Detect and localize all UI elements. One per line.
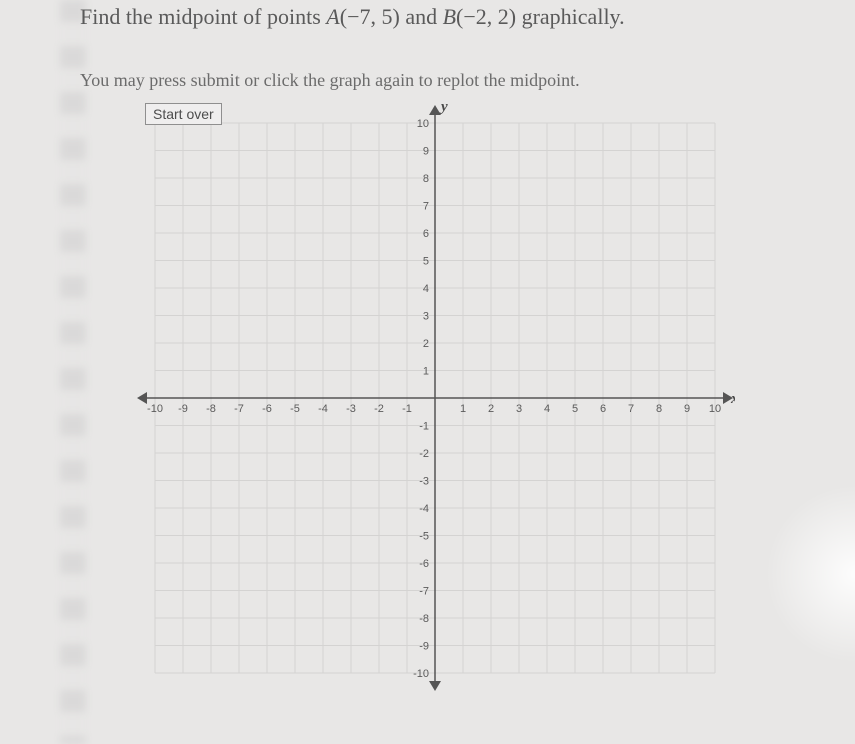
- title-post: graphically.: [516, 4, 625, 29]
- svg-text:-2: -2: [419, 448, 429, 460]
- x-axis-label: x: [730, 391, 735, 407]
- point-b-coords: (−2, 2): [456, 4, 516, 29]
- tick-labels: -10 -9 -8 -7 -6 -5 -4 -3 -2 -1 1 2 3 4 5 6 7 8 9 10 1 2 3 4 5 6 7 8…: [147, 118, 721, 680]
- instruction-text: You may press submit or click the graph …: [80, 70, 825, 91]
- svg-text:-7: -7: [234, 403, 244, 415]
- point-a-label: A: [326, 4, 339, 29]
- svg-text:-6: -6: [419, 558, 429, 570]
- svg-text:-4: -4: [318, 403, 328, 415]
- svg-text:9: 9: [423, 146, 429, 158]
- svg-text:-3: -3: [346, 403, 356, 415]
- svg-text:3: 3: [516, 403, 522, 415]
- svg-text:-4: -4: [419, 503, 429, 515]
- svg-text:-6: -6: [262, 403, 272, 415]
- svg-text:5: 5: [572, 403, 578, 415]
- svg-text:2: 2: [423, 338, 429, 350]
- axes: [147, 115, 723, 681]
- svg-text:1: 1: [460, 403, 466, 415]
- svg-text:-9: -9: [419, 641, 429, 653]
- svg-text:3: 3: [423, 311, 429, 323]
- svg-text:10: 10: [709, 403, 721, 415]
- start-over-button[interactable]: Start over: [145, 103, 222, 125]
- svg-text:-8: -8: [206, 403, 216, 415]
- svg-text:4: 4: [423, 283, 429, 295]
- svg-text:8: 8: [656, 403, 662, 415]
- svg-text:6: 6: [423, 228, 429, 240]
- svg-text:-1: -1: [419, 421, 429, 433]
- svg-text:8: 8: [423, 173, 429, 185]
- svg-text:4: 4: [544, 403, 550, 415]
- svg-text:-3: -3: [419, 476, 429, 488]
- y-axis-label: y: [439, 103, 448, 115]
- point-b-label: B: [443, 4, 456, 29]
- svg-text:6: 6: [600, 403, 606, 415]
- svg-text:-5: -5: [290, 403, 300, 415]
- svg-text:-5: -5: [419, 531, 429, 543]
- svg-text:-10: -10: [147, 403, 163, 415]
- point-a-coords: (−7, 5): [340, 4, 400, 29]
- svg-text:7: 7: [423, 201, 429, 213]
- problem-title: Find the midpoint of points A(−7, 5) and…: [80, 4, 825, 30]
- svg-text:-7: -7: [419, 586, 429, 598]
- svg-text:5: 5: [423, 256, 429, 268]
- svg-text:9: 9: [684, 403, 690, 415]
- svg-text:-8: -8: [419, 613, 429, 625]
- svg-text:10: 10: [417, 118, 429, 130]
- svg-text:-1: -1: [402, 403, 412, 415]
- title-pre: Find the midpoint of points: [80, 4, 326, 29]
- photo-glare: [765, 484, 855, 664]
- svg-text:-9: -9: [178, 403, 188, 415]
- svg-text:7: 7: [628, 403, 634, 415]
- svg-text:1: 1: [423, 366, 429, 378]
- svg-text:-2: -2: [374, 403, 384, 415]
- svg-text:2: 2: [488, 403, 494, 415]
- svg-text:-10: -10: [413, 668, 429, 680]
- title-mid: and: [400, 4, 443, 29]
- coordinate-plane[interactable]: -10 -9 -8 -7 -6 -5 -4 -3 -2 -1 1 2 3 4 5 6 7 8 9 10 1 2 3 4 5 6 7 8…: [135, 103, 735, 693]
